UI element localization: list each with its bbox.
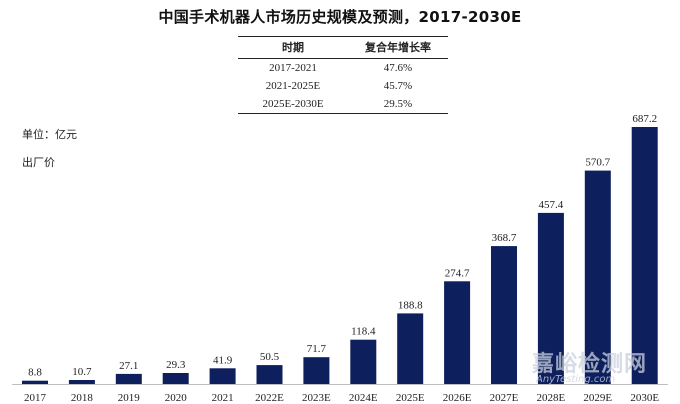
bar-2019 [115, 373, 142, 384]
x-tick-label-2027E: 2027E [490, 392, 519, 404]
x-tick-label-2029E: 2029E [583, 392, 612, 404]
x-tick-label-2022E: 2022E [255, 392, 284, 404]
cagr-period: 2021-2025E [265, 80, 321, 92]
cagr-row: 2025E-2030E 29.5% [238, 95, 448, 114]
x-tick-label-2021: 2021 [212, 392, 234, 404]
cagr-period: 2025E-2030E [238, 95, 348, 114]
data-label-2026E: 274.7 [445, 267, 470, 279]
data-label-2024E: 118.4 [351, 326, 376, 338]
bar-2020 [162, 373, 189, 384]
x-tick-label-2023E: 2023E [302, 392, 331, 404]
data-label-2027E: 368.7 [492, 232, 517, 244]
chart-title: 中国手术机器人市场历史规模及预测，2017-2030E [158, 8, 522, 26]
bar-2029E [584, 170, 611, 384]
bar-2024E [350, 339, 377, 384]
data-label-2019: 27.1 [119, 360, 138, 372]
cagr-rate: 47.6% [383, 62, 413, 74]
bar-2023E [303, 357, 330, 384]
bar-2025E [397, 313, 424, 384]
watermark-sub: AnyTesting.com [536, 374, 616, 385]
x-tick-label-2028E: 2028E [537, 392, 566, 404]
cagr-table: 时期 复合年增长率 2017-2021 47.6% 2021-2025E 45.… [238, 36, 448, 114]
x-tick-label-2025E: 2025E [396, 392, 425, 404]
cagr-rate: 45.7% [383, 80, 413, 92]
cagr-header-period: 时期 [238, 36, 348, 59]
bar-2021 [209, 368, 236, 384]
data-label-2020: 29.3 [166, 359, 186, 371]
watermark: 嘉峪检测网 [532, 352, 648, 377]
x-tick-label-2018: 2018 [71, 392, 94, 404]
x-tick-label-2024E: 2024E [349, 392, 378, 404]
cagr-period: 2017-2021 [269, 62, 317, 74]
bar-2028E [537, 212, 564, 384]
data-label-2029E: 570.7 [585, 157, 610, 169]
data-label-2028E: 457.4 [539, 199, 564, 211]
data-label-2021: 41.9 [213, 354, 233, 366]
cagr-header-rate: 复合年增长率 [348, 36, 448, 59]
x-tick-label-2019: 2019 [118, 392, 141, 404]
bar-2026E [444, 281, 471, 384]
cagr-row: 2017-2021 47.6% [238, 59, 448, 78]
bar-2030E [631, 127, 658, 384]
data-label-2030E: 687.2 [632, 113, 657, 125]
x-tick-label-2017: 2017 [24, 392, 47, 404]
x-tick-label-2026E: 2026E [443, 392, 472, 404]
bar-2017 [22, 380, 48, 384]
data-label-2018: 10.7 [72, 366, 92, 378]
bar-2027E [491, 246, 517, 384]
x-tick-label-2030E: 2030E [630, 392, 659, 404]
data-label-2017: 8.8 [28, 367, 42, 379]
price-basis-label: 出厂价 [22, 156, 55, 169]
unit-label: 单位：亿元 [22, 128, 77, 141]
cagr-row: 2021-2025E 45.7% [238, 77, 448, 95]
bar-2018 [68, 380, 95, 384]
x-tick-label-2020: 2020 [165, 392, 188, 404]
data-label-2025E: 188.8 [398, 299, 423, 311]
data-label-2022E: 50.5 [260, 351, 280, 363]
cagr-rate: 29.5% [348, 95, 448, 114]
data-label-2023E: 71.7 [307, 343, 327, 355]
bar-2022E [256, 365, 283, 384]
